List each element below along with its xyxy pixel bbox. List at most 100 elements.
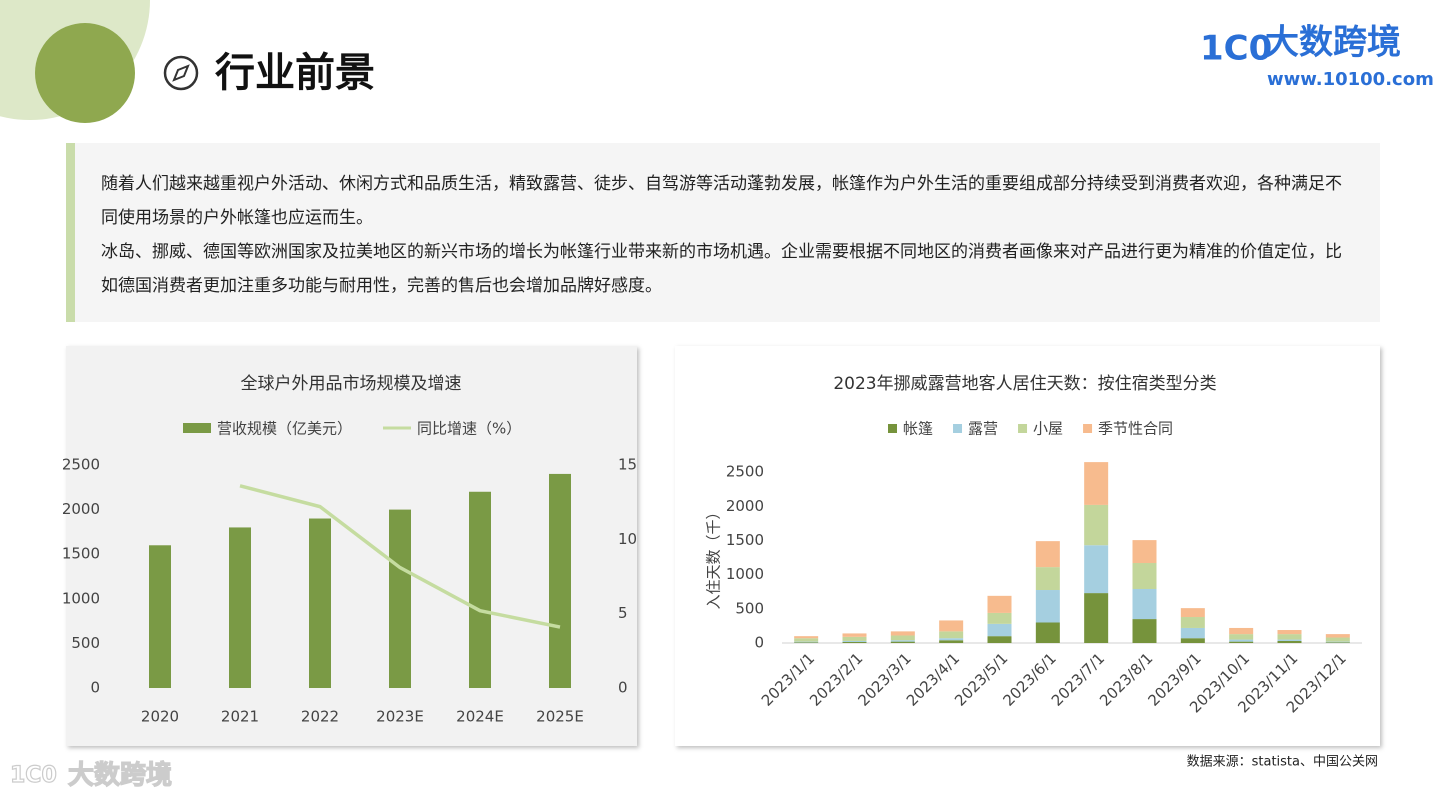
x-tick-label: 2023E [376, 708, 424, 726]
logo-url: www.10100.com [1267, 69, 1434, 90]
y-tick-label: 2000 [726, 497, 764, 515]
bar-segment [1035, 590, 1060, 623]
intro-box: 随着人们越来越重视户外活动、休闲方式和品质生活，精致露营、徒步、自驾游等活动蓬勃… [66, 143, 1380, 322]
page-title: 行业前景 [215, 50, 375, 96]
legend-label: 季节性合同 [1098, 420, 1173, 438]
bar-segment [1229, 634, 1254, 640]
bar-segment [890, 635, 915, 641]
x-tick-label: 2025E [536, 708, 584, 726]
bar-segment [1277, 640, 1302, 643]
bar-segment [1132, 619, 1157, 643]
legend-swatch [953, 424, 963, 433]
legend-swatch [183, 423, 211, 433]
y-tick-label: 500 [735, 599, 764, 617]
bar-segment [987, 595, 1012, 613]
y-tick-label: 500 [71, 634, 100, 652]
y2-tick-label: 5 [618, 604, 628, 622]
bar-segment [939, 620, 964, 632]
x-tick-label: 2022 [301, 708, 339, 726]
legend-label: 小屋 [1033, 420, 1063, 438]
y2-tick-label: 10 [618, 530, 637, 548]
bar-segment [1180, 617, 1205, 628]
bar-segment [939, 638, 964, 641]
bar-segment [1277, 634, 1302, 640]
compass-icon [163, 55, 199, 91]
bar-segment [842, 640, 867, 642]
bar-segment [987, 612, 1012, 624]
y-tick-label: 1500 [726, 531, 764, 549]
x-tick-label: 2024E [456, 708, 504, 726]
bar-segment [1035, 541, 1060, 568]
bar-segment [794, 642, 819, 643]
bar-segment [1180, 638, 1205, 643]
bar [549, 473, 571, 688]
bar-segment [987, 623, 1012, 637]
bar-segment [842, 636, 867, 641]
legend-label: 露营 [968, 420, 998, 438]
paragraph: 随着人们越来越重视户外活动、休闲方式和品质生活，精致露营、徒步、自驾游等活动蓬勃… [101, 174, 1342, 228]
y-tick-label: 0 [90, 679, 100, 697]
bar-segment [1325, 642, 1350, 643]
bar-segment [939, 631, 964, 639]
paragraph: 冰岛、挪威、德国等欧洲国家及拉美地区的新兴市场的增长为帐篷行业带来新的市场机遇。… [101, 242, 1342, 296]
bar-segment [890, 631, 915, 636]
bar-segment [1180, 608, 1205, 618]
bar-segment [1229, 641, 1254, 643]
bar-segment [1325, 634, 1350, 638]
bar-segment [842, 641, 867, 643]
x-tick-label: 2021 [221, 708, 259, 726]
bar-segment [842, 633, 867, 637]
bar [389, 509, 411, 688]
decor-circle [35, 23, 135, 123]
bar-segment [1132, 588, 1157, 620]
y-tick-label: 1000 [62, 589, 100, 607]
bar-segment [939, 640, 964, 643]
chart-title: 全球户外用品市场规模及增速 [241, 374, 462, 394]
y-tick-label: 2500 [62, 456, 100, 474]
y-tick-label: 2500 [726, 463, 764, 481]
bar-segment [1084, 545, 1109, 594]
y2-tick-label: 0 [618, 679, 628, 697]
legend-swatch [1083, 424, 1093, 433]
legend-label: 帐篷 [903, 420, 933, 438]
legend-swatch [888, 424, 897, 433]
bar [309, 518, 331, 688]
bar-segment [1084, 593, 1109, 643]
bar-segment [987, 636, 1012, 643]
legend-label: 营收规模（亿美元） [217, 420, 352, 438]
legend-label: 同比增速（%） [417, 420, 521, 438]
bar-segment [1277, 639, 1302, 641]
y-tick-label: 0 [754, 634, 764, 652]
bar-segment [1132, 563, 1157, 589]
bar-segment [1180, 627, 1205, 639]
bar-segment [1132, 540, 1157, 564]
chart-panel [675, 346, 1380, 746]
watermark-mark: 1C0 [10, 763, 57, 788]
y-axis-label: 入住天数（千） [705, 504, 723, 609]
bar-segment [1229, 627, 1254, 635]
x-tick-label: 2020 [141, 708, 179, 726]
bar-segment [890, 641, 915, 643]
bar-segment [1325, 637, 1350, 642]
logo-text: 大数跨境 [1265, 23, 1401, 63]
chart-title: 2023年挪威露营地客人居住天数：按住宿类型分类 [833, 374, 1216, 394]
bar [469, 491, 491, 688]
legend-swatch [1018, 424, 1028, 433]
bar-segment [1277, 630, 1302, 635]
bar-segment [890, 640, 915, 642]
logo-mark: 1C0 [1200, 29, 1272, 69]
bar-segment [1229, 639, 1254, 642]
bar-segment [1035, 622, 1060, 643]
y-tick-label: 1000 [726, 565, 764, 583]
bar-segment [1084, 462, 1109, 505]
bar-segment [794, 641, 819, 643]
bar-segment [794, 636, 819, 639]
watermark: 大数跨境 [68, 760, 172, 791]
y-tick-label: 1500 [62, 545, 100, 563]
bar [149, 545, 171, 688]
compass-needle [172, 64, 190, 82]
source: 数据来源：statista、中国公关网 [1187, 755, 1378, 770]
bar-segment [794, 638, 819, 642]
